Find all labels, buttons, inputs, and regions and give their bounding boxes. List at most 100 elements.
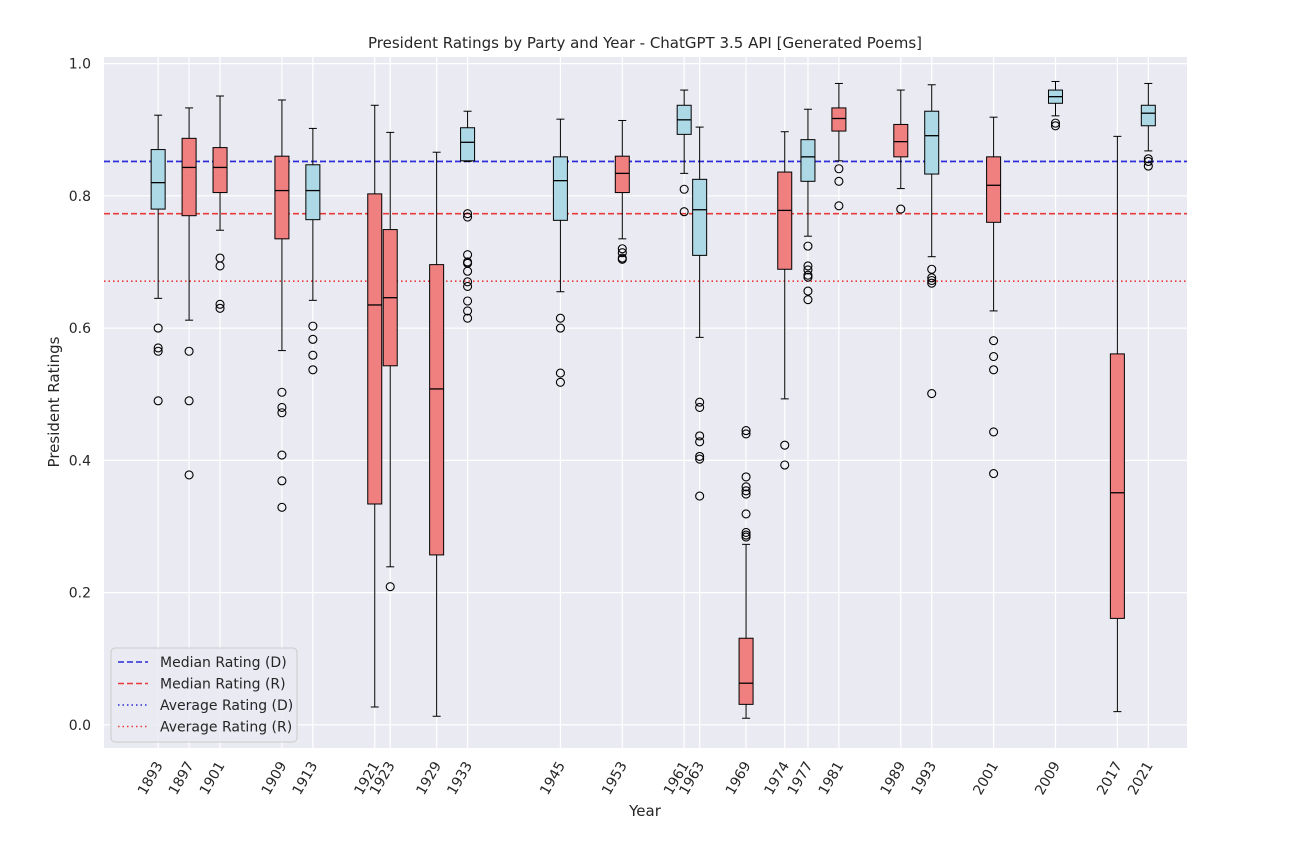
outlier-point — [184, 396, 194, 406]
outlier-point — [277, 476, 287, 486]
outlier-point — [695, 454, 705, 464]
outlier-point — [215, 299, 225, 309]
outlier-point — [555, 377, 565, 387]
box-1961 — [676, 89, 692, 217]
outlier-point — [780, 440, 790, 450]
box-1953 — [614, 119, 630, 264]
outlier-point — [741, 472, 751, 482]
box-body — [1109, 353, 1125, 619]
x-tick-label: 2001 — [970, 759, 1002, 798]
y-axis-title: President Ratings — [45, 336, 63, 467]
x-tick-label: 2017 — [1094, 759, 1126, 798]
box-series — [150, 80, 1156, 719]
box-body — [212, 147, 228, 194]
box-1893 — [150, 114, 166, 406]
box-body — [924, 110, 940, 175]
outlier-point — [153, 346, 163, 356]
outlier-point — [385, 582, 395, 592]
legend-entry-label: Median Rating (D) — [160, 655, 287, 671]
box-body — [692, 178, 708, 256]
outlier-point — [834, 164, 844, 174]
outlier-point — [741, 509, 751, 519]
outlier-point — [695, 397, 705, 407]
legend-entry-label: Median Rating (R) — [160, 677, 286, 693]
outlier-point — [741, 426, 751, 436]
outlier-point — [695, 402, 705, 413]
box-body — [831, 107, 847, 132]
legend-entry-label: Average Rating (R) — [160, 720, 292, 736]
outlier-point — [617, 244, 627, 254]
outlier-point — [215, 303, 225, 313]
box-1989 — [893, 89, 909, 214]
box-body — [460, 127, 476, 162]
outlier-point — [277, 408, 287, 418]
chart-title: President Ratings by Party and Year - Ch… — [368, 34, 922, 52]
outlier-point — [927, 389, 937, 399]
outlier-point — [463, 212, 473, 222]
outlier-point — [989, 469, 999, 479]
y-tick-label: 1.0 — [69, 57, 91, 73]
box-body — [367, 193, 383, 505]
box-body — [552, 156, 568, 221]
outlier-point — [741, 527, 751, 537]
outlier-point — [741, 429, 751, 439]
outlier-point — [989, 336, 999, 346]
x-tick-label: 1913 — [290, 759, 322, 798]
outlier-point — [741, 482, 751, 492]
outlier-point — [463, 306, 473, 316]
outlier-point — [153, 396, 163, 406]
x-tick-label: 1893 — [135, 759, 167, 798]
outlier-point — [1050, 121, 1061, 131]
x-tick-label: 1953 — [599, 759, 631, 798]
x-tick-label: 1981 — [816, 759, 848, 798]
outlier-point — [741, 489, 751, 499]
box-body — [274, 155, 290, 240]
outlier-point — [555, 323, 565, 333]
outlier-point — [927, 275, 937, 286]
outlier-point — [803, 261, 813, 271]
outlier-point — [277, 402, 287, 413]
box-1909 — [274, 99, 290, 512]
outlier-point — [927, 273, 937, 283]
outlier-point — [463, 281, 473, 292]
legend-frame — [110, 647, 298, 743]
outlier-point — [695, 451, 705, 461]
outlier-point — [803, 241, 813, 251]
outlier-point — [803, 265, 813, 275]
outlier-point — [896, 204, 906, 214]
box-body — [800, 139, 816, 182]
outlier-point — [308, 365, 318, 375]
box-1897 — [181, 107, 197, 480]
x-tick-label: 1989 — [878, 759, 910, 798]
outlier-point — [1143, 161, 1153, 171]
outlier-point — [679, 207, 689, 217]
outlier-point — [463, 250, 473, 260]
outlier-point — [834, 176, 844, 186]
outlier-point — [555, 368, 565, 378]
box-body — [738, 637, 754, 705]
outlier-point — [308, 350, 318, 360]
x-tick-label: 1929 — [413, 759, 445, 798]
x-tick-label: 2009 — [1032, 759, 1064, 798]
outlier-point — [989, 427, 999, 437]
outlier-point — [617, 254, 627, 264]
outlier-point — [989, 351, 999, 362]
outlier-point — [463, 277, 473, 287]
x-tick-label: 1993 — [909, 759, 941, 798]
outlier-point — [834, 201, 844, 211]
x-tick-label: 1897 — [166, 759, 198, 798]
outlier-point — [741, 532, 751, 542]
box-1974 — [777, 131, 793, 470]
box-1977 — [800, 108, 816, 305]
box-1969 — [738, 426, 754, 719]
box-2001 — [986, 116, 1002, 479]
outlier-point — [153, 343, 163, 353]
outlier-point — [803, 272, 813, 282]
y-tick-label: 0.2 — [69, 586, 91, 602]
outlier-point — [215, 261, 225, 271]
box-2021 — [1140, 82, 1156, 171]
box-1933 — [460, 110, 476, 323]
box-1945 — [552, 118, 568, 387]
